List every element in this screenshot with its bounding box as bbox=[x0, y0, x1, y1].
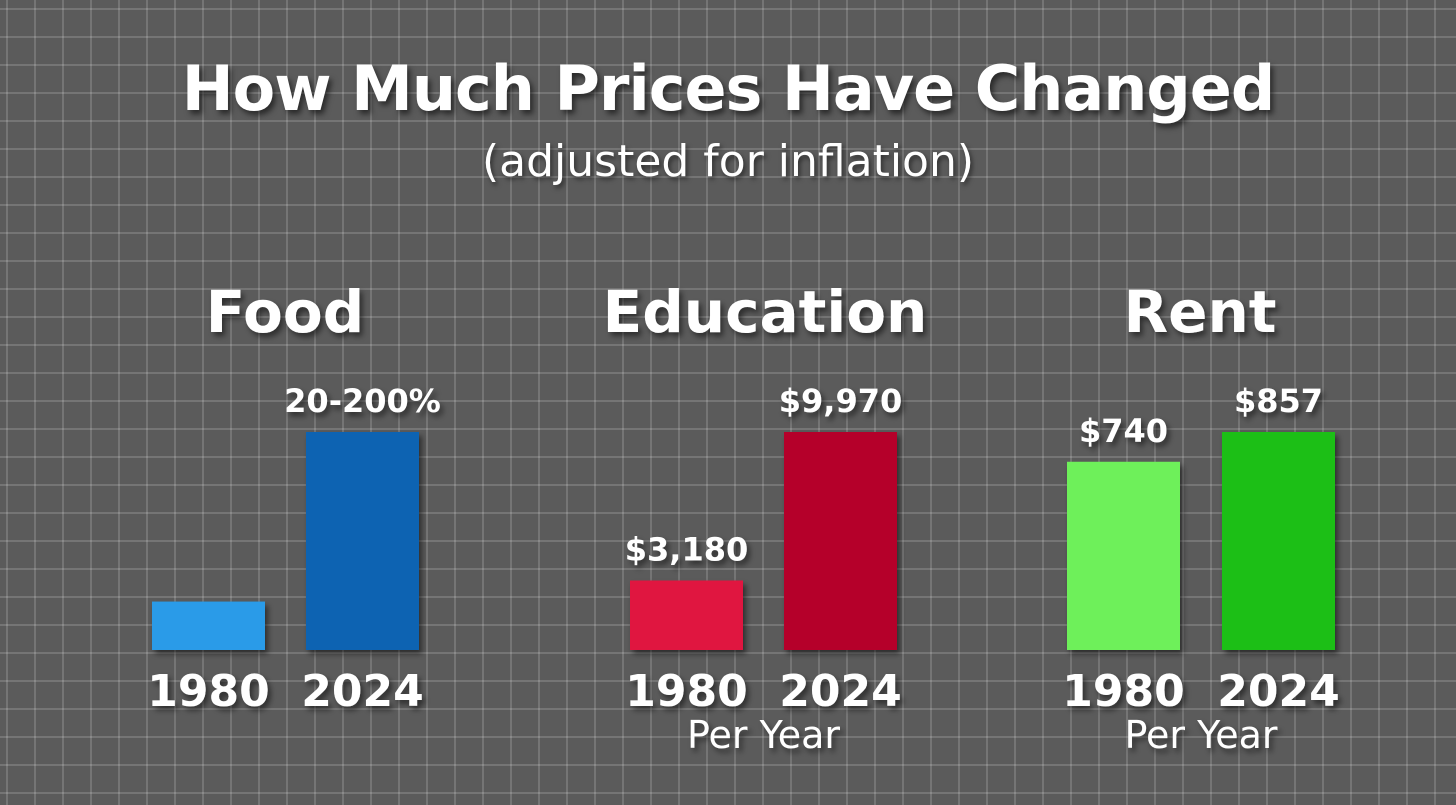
unit-note: Per Year bbox=[687, 713, 840, 757]
value-label: $857 bbox=[1234, 382, 1323, 420]
tick-label: 2024 bbox=[1217, 666, 1339, 717]
tick-label: 1980 bbox=[625, 666, 747, 717]
panel-title: Rent bbox=[1123, 278, 1276, 346]
panel-title: Education bbox=[603, 278, 928, 346]
value-label: $740 bbox=[1079, 412, 1168, 450]
bar-1980 bbox=[630, 580, 743, 650]
tick-label: 1980 bbox=[147, 666, 269, 717]
panel-title: Food bbox=[206, 278, 364, 346]
chart-subtitle: (adjusted for inflation) bbox=[481, 136, 975, 187]
bar-1980 bbox=[152, 601, 265, 650]
unit-note: Per Year bbox=[1124, 713, 1277, 757]
chart-title: How Much Prices Have Changed bbox=[181, 52, 1275, 125]
bar-2024 bbox=[784, 432, 897, 650]
panel-food: Food 1980 20-200% 2024 bbox=[147, 278, 441, 717]
tick-label: 1980 bbox=[1062, 666, 1184, 717]
tick-label: 2024 bbox=[301, 666, 423, 717]
tick-label: 2024 bbox=[779, 666, 901, 717]
bar-2024 bbox=[1222, 432, 1335, 650]
value-label: $9,970 bbox=[779, 382, 902, 420]
value-label: $3,180 bbox=[625, 530, 748, 568]
bar-1980 bbox=[1067, 461, 1180, 650]
value-label: 20-200% bbox=[284, 382, 441, 420]
bar-2024 bbox=[306, 432, 419, 650]
